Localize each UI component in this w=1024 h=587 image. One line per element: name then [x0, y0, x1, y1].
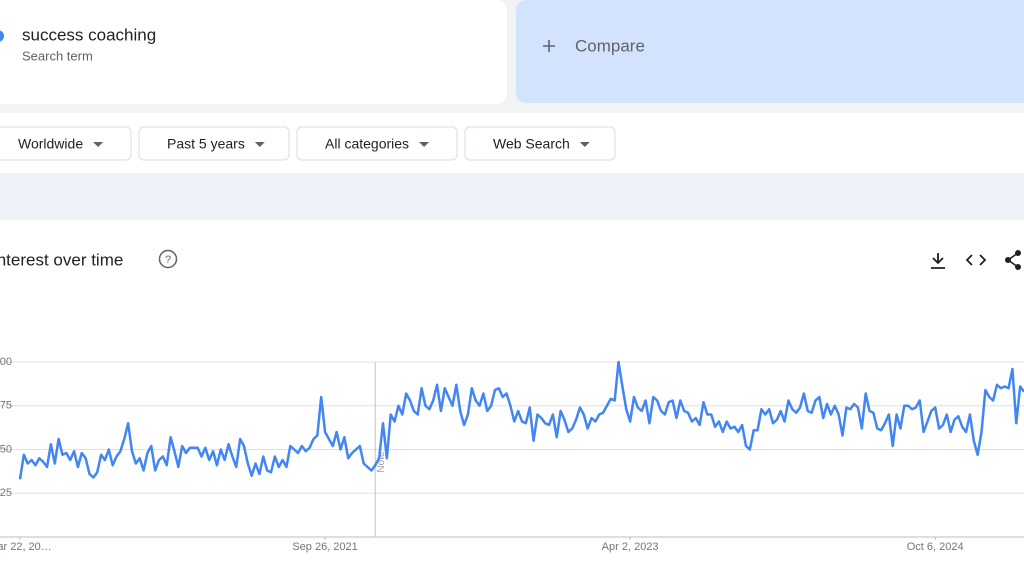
filter-pill — [296, 126, 458, 161]
filter-pill — [138, 126, 290, 161]
dropdown-arrow — [579, 142, 590, 147]
y-tick-label: 100 — [0, 356, 12, 368]
compare-label: Compare — [575, 36, 645, 55]
trend-line — [18, 360, 1024, 480]
filter-dropdown[interactable]: Past 5 years — [138, 126, 290, 161]
filter-dropdown[interactable]: All categories — [296, 126, 458, 161]
filter-pill — [464, 126, 616, 161]
embed-icon[interactable] — [965, 254, 987, 266]
x-tick-label: Sep 26, 2021 — [292, 541, 357, 553]
y-tick-label: 75 — [0, 400, 12, 412]
y-tick-label: 50 — [0, 443, 12, 455]
x-tick-label: Oct 6, 2024 — [907, 541, 964, 553]
help-icon[interactable] — [158, 249, 178, 269]
filter-dropdown[interactable]: Web Search — [464, 126, 616, 161]
filter-label: Past 5 years — [167, 136, 245, 152]
search-term-label: Search term — [22, 48, 93, 63]
dropdown-arrow — [419, 142, 430, 147]
plot: 25 50 75 100 Mar 22, 20… Sep 26, 2021 Apr 2, 2… — [0, 356, 1024, 553]
search-term-name: success coaching — [22, 25, 156, 44]
annotation-label[interactable]: Note — [376, 451, 387, 473]
filter-label: All categories — [325, 136, 409, 152]
help-icon-glyph: ? — [165, 254, 171, 266]
chart-card — [0, 220, 1024, 587]
compare-card[interactable] — [516, 0, 1024, 103]
spacer-band — [0, 174, 1024, 218]
filters: Worldwide Past 5 years All categories Web S… — [0, 126, 616, 161]
x-tick-label: Apr 2, 2023 — [602, 541, 659, 553]
dropdown-arrow — [93, 142, 104, 147]
plus-icon — [543, 40, 555, 52]
y-tick-label: 25 — [0, 487, 12, 499]
filter-label: Worldwide — [18, 136, 83, 152]
search-term-card[interactable] — [0, 0, 507, 104]
filter-label: Web Search — [493, 136, 570, 152]
download-icon[interactable] — [931, 253, 945, 269]
filter-pill — [0, 126, 132, 161]
filter-dropdown[interactable]: Worldwide — [0, 126, 132, 161]
term-color-dot — [0, 30, 4, 42]
x-tick-label: Mar 22, 20… — [0, 541, 52, 553]
dropdown-arrow — [254, 142, 265, 147]
share-icon[interactable] — [1005, 250, 1021, 270]
chart-title: Interest over time — [0, 250, 123, 269]
